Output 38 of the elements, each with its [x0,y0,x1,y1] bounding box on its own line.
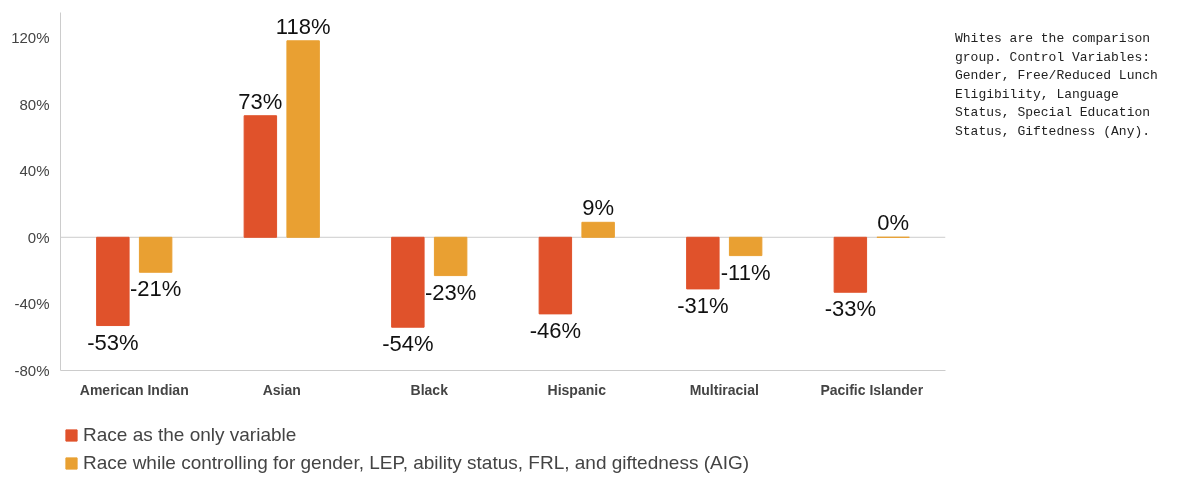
data-label: 0% [877,210,910,236]
x-tick-label: American Indian [79,381,189,398]
x-tick-label: Pacific Islander [820,381,924,398]
bar [433,236,468,277]
data-label: -54% [382,331,434,357]
data-label: 73% [238,88,283,114]
data-label: -31% [677,292,729,318]
bar [138,236,173,273]
data-label: -53% [87,329,139,355]
y-tick-label: 120% [11,28,50,46]
x-tick-label: Black [410,381,449,398]
bar [686,236,720,290]
legend-label: Race as the only variable [83,424,297,446]
text: Whites are the comparison group. Control Variables: Gender, Free/Reduced Lunch Eligibility, Language Status, Special Education Status, Giftedness (Any). [955,30,1159,141]
y-tick-label: -40% [14,295,50,313]
bar [728,236,763,257]
x-tick-label: Asian [262,381,301,398]
data-label: 9% [582,195,615,221]
y-tick-label: -80% [14,362,50,379]
data-label: -21% [129,276,182,302]
bar [581,221,615,238]
data-label: -23% [424,279,477,305]
y-tick-label: 0% [27,228,50,246]
legend-label: Race while controlling for gender, LEP, ability status, FRL, and giftedness (AIG) [83,452,750,474]
x-tick-label: Multiracial [689,381,759,398]
y-tick-label: 40% [19,162,50,180]
bar [96,236,130,327]
data-label: -46% [529,317,582,343]
data-label: -33% [824,296,877,322]
data-label: -11% [720,259,771,285]
bar [538,236,573,315]
bar [286,40,320,238]
x-tick-label: Hispanic [547,381,607,398]
y-tick-label: 80% [19,95,50,113]
bar [833,236,868,293]
bar [391,236,425,328]
data-label: 118% [275,13,331,39]
bar [243,115,278,238]
